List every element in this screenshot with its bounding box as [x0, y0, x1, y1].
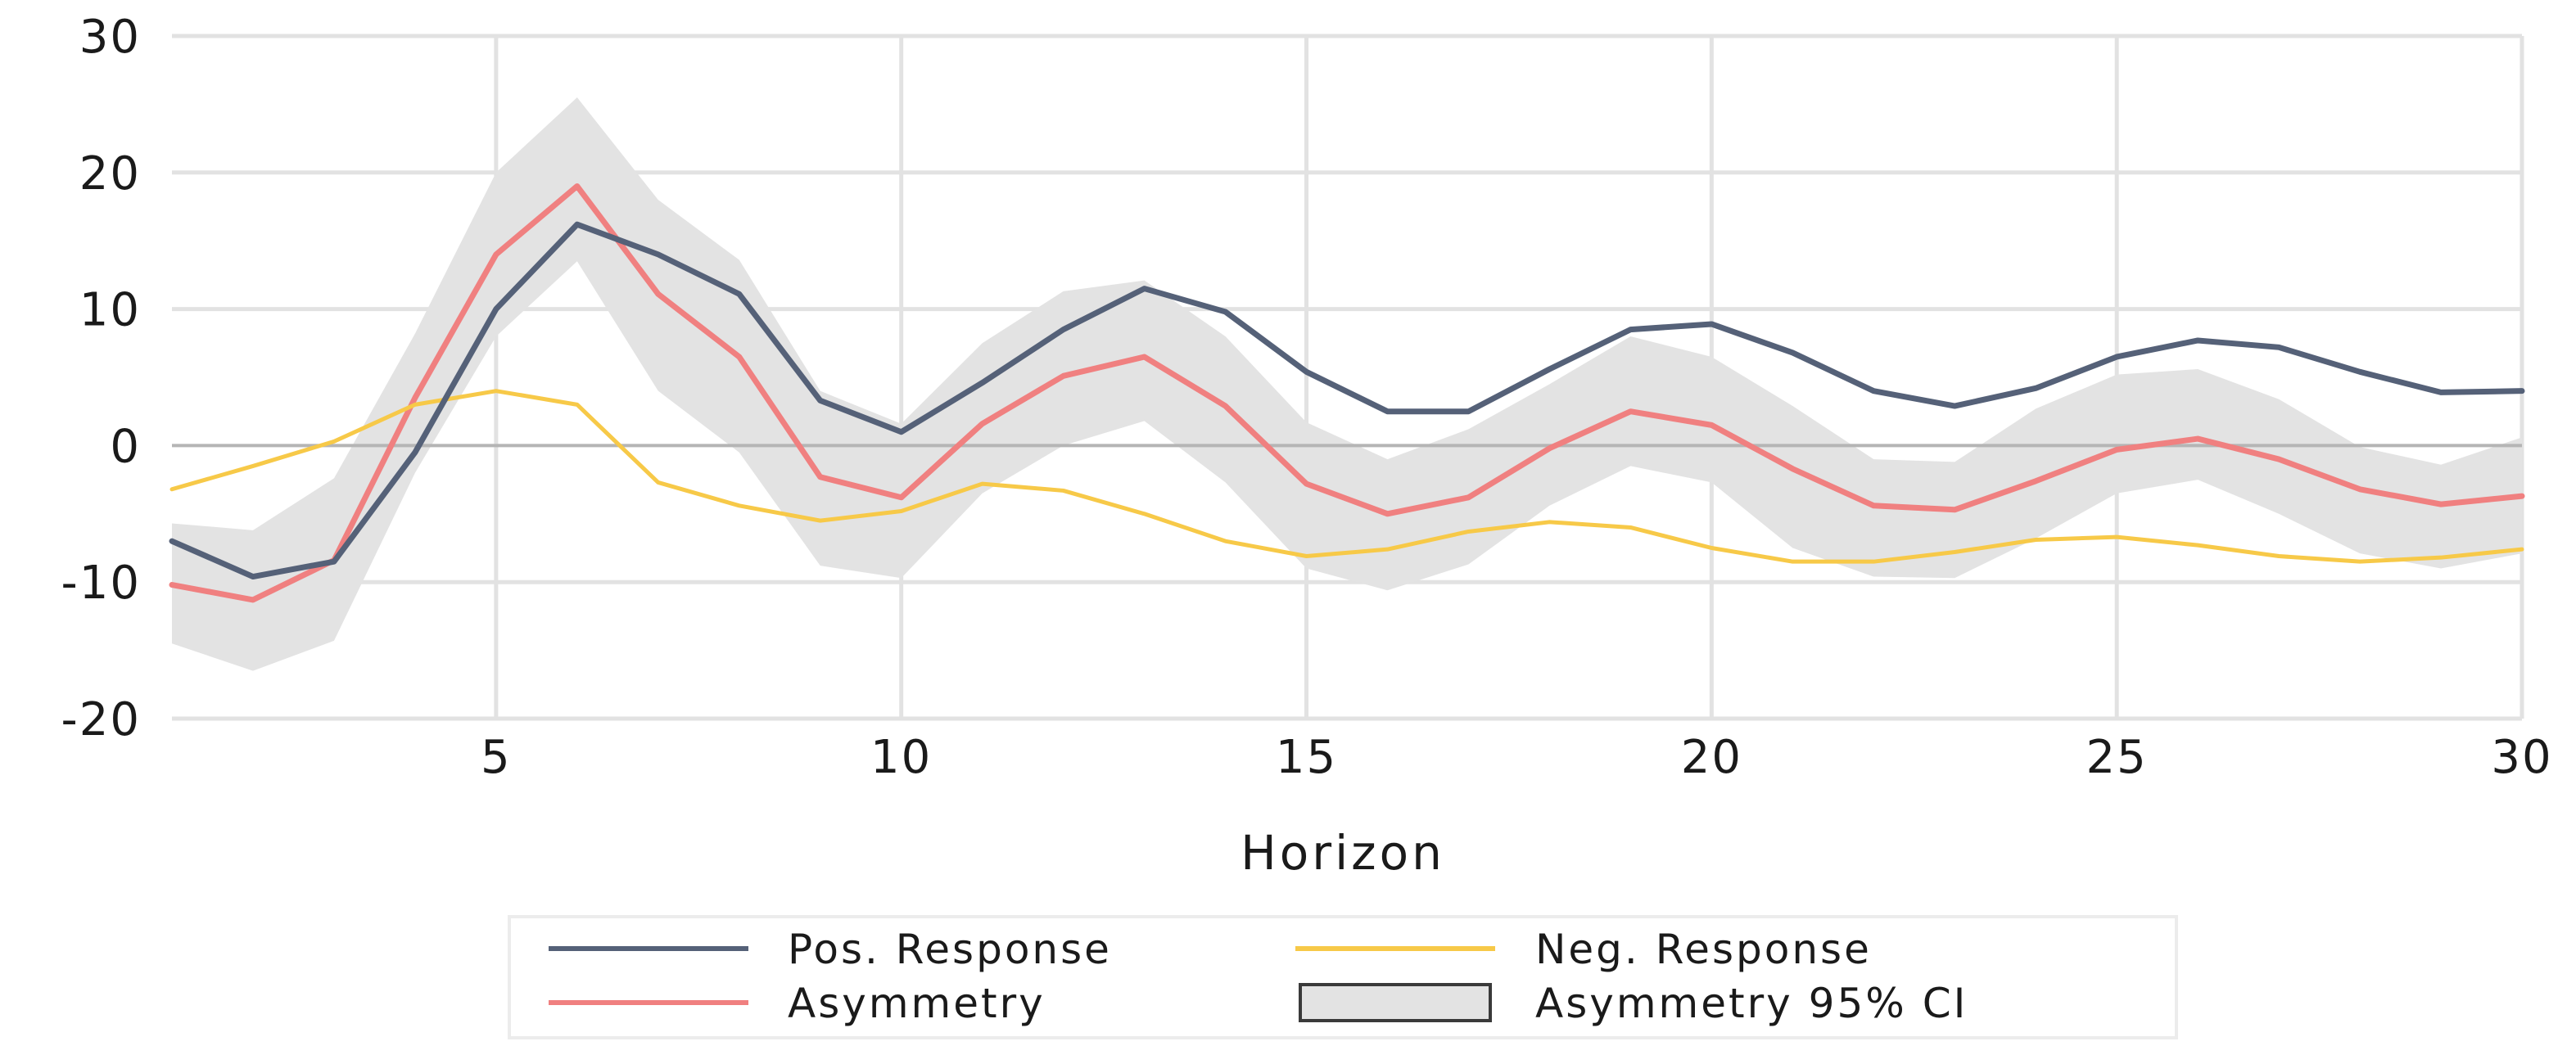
- y-tick-label: -10: [61, 557, 141, 610]
- y-tick-label: 30: [79, 11, 141, 64]
- y-tick-label: 20: [79, 147, 141, 201]
- series-line-pos-response: [169, 221, 2525, 580]
- x-axis-label: Horizon: [1241, 825, 1445, 881]
- legend-label-pos-response: Pos. Response: [788, 926, 1112, 973]
- legend-label-asymmetry: Asymmetry: [788, 980, 1046, 1027]
- y-axis-ticks: -20 -10 0 10 20 30: [61, 11, 141, 746]
- x-tick-label: 15: [1276, 731, 1337, 784]
- series-line-neg-response: [169, 389, 2524, 564]
- x-tick-label: 30: [2491, 731, 2552, 784]
- legend-swatch-asymmetry-95-ci: [1299, 983, 1492, 1022]
- series-line-asymmetry: [169, 183, 2525, 603]
- x-axis-ticks: 5 10 15 20 25 30: [481, 731, 2552, 784]
- x-tick-label: 5: [481, 731, 512, 784]
- y-tick-label: 10: [79, 284, 141, 337]
- series-lines: [169, 183, 2525, 603]
- x-tick-label: 25: [2086, 731, 2148, 784]
- y-tick-label: 0: [110, 420, 141, 473]
- legend-label-neg-response: Neg. Response: [1535, 926, 1872, 973]
- legend-label-asymmetry-95-ci: Asymmetry 95% CI: [1535, 980, 1968, 1027]
- x-tick-label: 10: [870, 731, 932, 784]
- asymmetry-ci-band: [172, 97, 2522, 671]
- legend: Pos. Response Neg. Response Asymmetry Asymm…: [508, 915, 2178, 1039]
- x-tick-label: 20: [1681, 731, 1742, 784]
- y-tick-label: -20: [61, 693, 141, 746]
